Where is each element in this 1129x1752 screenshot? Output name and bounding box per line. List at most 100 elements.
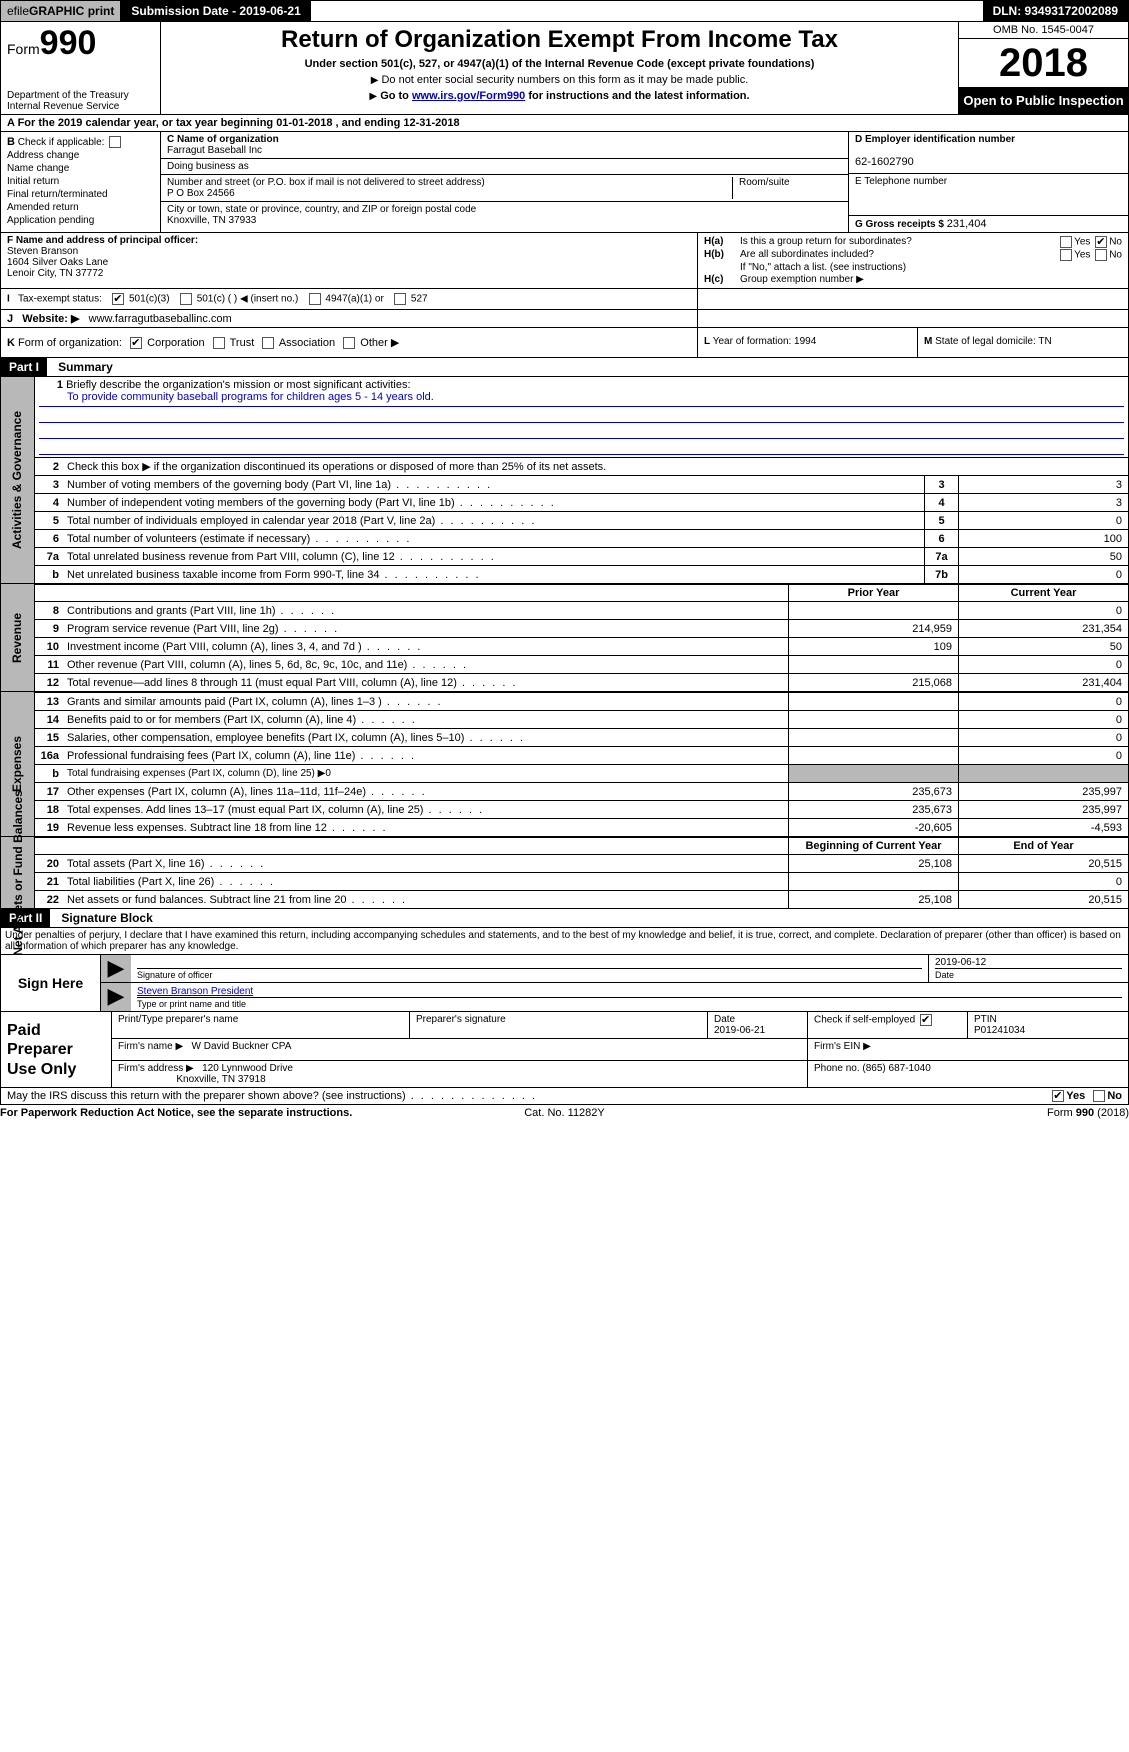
city-label: City or town, state or province, country… — [167, 204, 476, 215]
sign-row-name: ▶ Steven Branson President Type or print… — [101, 983, 1128, 1011]
preparer-row-addr: Firm's address ▶ 120 Lynnwood Drive Knox… — [112, 1061, 1128, 1087]
i-text: Tax-exempt status: — [18, 294, 102, 305]
mission-block: 1 Briefly describe the organization's mi… — [35, 377, 1128, 457]
discuss-no-box[interactable] — [1093, 1090, 1105, 1102]
prior-year-header: Prior Year — [788, 585, 958, 601]
form-header: Form990 Department of the Treasury Inter… — [0, 22, 1129, 115]
signer-name-title[interactable]: Steven Branson President — [137, 986, 253, 997]
side-tab-gov: Activities & Governance — [1, 377, 35, 583]
col-h-group: H(a) Is this a group return for subordin… — [698, 233, 1128, 288]
mission-blank1 — [39, 407, 1124, 423]
footer-right: Form 990 (2018) — [753, 1107, 1129, 1119]
sign-arrow-1: ▶ — [101, 955, 131, 982]
sign-row-sig: ▶ Signature of officer 2019-06-12 Date — [101, 955, 1128, 983]
part1-net: Net Assets or Fund Balances Beginning of… — [0, 837, 1129, 909]
prep-name-hdr: Print/Type preparer's name — [112, 1012, 410, 1038]
dln: DLN: 93493172002089 — [983, 1, 1128, 21]
footer-center: Cat. No. 11282Y — [376, 1107, 752, 1119]
mission-blank3 — [39, 439, 1124, 455]
ha-yes-box[interactable] — [1060, 236, 1072, 248]
form-subtitle: Under section 501(c), 527, or 4947(a)(1)… — [171, 58, 948, 70]
form-of-org: K Form of organization: Corporation Trus… — [1, 328, 698, 357]
m-label: M — [924, 336, 932, 347]
corp-box[interactable] — [130, 337, 142, 349]
l-label: L — [704, 336, 710, 347]
gov-content: 1 Briefly describe the organization's mi… — [35, 377, 1128, 583]
ein-cell: D Employer identification number 62-1602… — [849, 132, 1128, 174]
efile-graphic: GRAPHIC — [29, 4, 84, 18]
note-ssn: ▶ Do not enter social security numbers o… — [171, 74, 948, 86]
rev-col-headers: Prior Year Current Year — [35, 584, 1128, 601]
tax-exempt-status: I Tax-exempt status: 501(c)(3) 501(c) ( … — [1, 289, 698, 309]
irs-link[interactable]: www.irs.gov/Form990 — [412, 90, 525, 102]
website-cell: J Website: ▶ www.farragutbaseballinc.com — [1, 310, 698, 327]
exp-lines-line-b: bTotal fundraising expenses (Part IX, co… — [35, 764, 1128, 782]
row-i: I Tax-exempt status: 501(c)(3) 501(c) ( … — [0, 289, 1129, 310]
officer-city: Lenoir City, TN 37772 — [7, 268, 103, 279]
i-label: I — [7, 294, 10, 305]
opt-name-change: Name change — [7, 163, 154, 174]
discuss-text: May the IRS discuss this return with the… — [7, 1090, 406, 1102]
gross-receipts: 231,404 — [947, 218, 987, 230]
net-col-headers: Beginning of Current Year End of Year — [35, 837, 1128, 854]
b-label: B — [7, 136, 15, 148]
discuss-yes-box[interactable] — [1052, 1090, 1064, 1102]
hb-yes-box[interactable] — [1060, 249, 1072, 261]
assoc-box[interactable] — [262, 337, 274, 349]
street-cell: Number and street (or P.O. box if mail i… — [161, 175, 848, 202]
name-title-label: Type or print name and title — [137, 997, 1122, 1009]
dept-treasury: Department of the Treasury Internal Reve… — [7, 90, 154, 112]
side-tab-net: Net Assets or Fund Balances — [1, 837, 35, 908]
part2-title: Signature Block — [53, 909, 160, 927]
rev-lines-line-10: 10Investment income (Part VIII, column (… — [35, 637, 1128, 655]
header-left: Form990 Department of the Treasury Inter… — [1, 22, 161, 114]
preparer-label: Paid Preparer Use Only — [1, 1012, 111, 1087]
prep-check-cell: Check if self-employed — [808, 1012, 968, 1038]
ha-row: H(a) Is this a group return for subordin… — [704, 236, 1122, 248]
sign-date-label: Date — [935, 968, 1122, 980]
efile-prefix: efile — [7, 4, 29, 18]
opt-amended-return: Amended return — [7, 202, 154, 213]
j-label: J — [7, 313, 13, 325]
ha-no-box[interactable] — [1095, 236, 1107, 248]
check-applicable-box[interactable] — [109, 136, 121, 148]
footer-left: For Paperwork Reduction Act Notice, see … — [0, 1107, 376, 1119]
hb-no-box[interactable] — [1095, 249, 1107, 261]
sig-officer-label: Signature of officer — [137, 968, 922, 980]
m-text: State of legal domicile: TN — [935, 336, 1052, 347]
exp-lines-line-16a: 16aProfessional fundraising fees (Part I… — [35, 746, 1128, 764]
col-deg: D Employer identification number 62-1602… — [848, 132, 1128, 232]
line1-label: Briefly describe the organization's miss… — [66, 379, 410, 391]
exp-lines-line-18: 18Total expenses. Add lines 13–17 (must … — [35, 800, 1128, 818]
4947-box[interactable] — [309, 293, 321, 305]
city-cell: City or town, state or province, country… — [161, 202, 848, 228]
sign-date: 2019-06-12 — [935, 957, 1122, 968]
trust-box[interactable] — [213, 337, 225, 349]
net-content: Beginning of Current Year End of Year 20… — [35, 837, 1128, 908]
prep-sig-hdr: Preparer's signature — [410, 1012, 708, 1038]
dba-cell: Doing business as — [161, 159, 848, 175]
exp-lines-line-17: 17Other expenses (Part IX, column (A), l… — [35, 782, 1128, 800]
opt-final-return: Final return/terminated — [7, 189, 154, 200]
501c-box[interactable] — [180, 293, 192, 305]
527-box[interactable] — [394, 293, 406, 305]
j-text: Website: ▶ — [22, 313, 79, 325]
other-box[interactable] — [343, 337, 355, 349]
form-prefix: Form — [7, 41, 40, 57]
org-name-cell: C Name of organization Farragut Baseball… — [161, 132, 848, 159]
firm-name: W David Buckner CPA — [192, 1041, 292, 1052]
omb-number: OMB No. 1545-0047 — [959, 22, 1128, 39]
gov-line-5: 5Total number of individuals employed in… — [35, 511, 1128, 529]
rev-lines-line-12: 12Total revenue—add lines 8 through 11 (… — [35, 673, 1128, 691]
self-employed-box[interactable] — [920, 1014, 932, 1026]
firm-addr2: Knoxville, TN 37918 — [176, 1074, 265, 1085]
tax-year: 2018 — [959, 39, 1128, 87]
efile-tag: efile GRAPHIC print — [1, 1, 121, 21]
room-suite: Room/suite — [732, 177, 842, 199]
col-b-check-applicable: B Check if applicable: Address change Na… — [1, 132, 161, 232]
501c3-box[interactable] — [112, 293, 124, 305]
city-value: Knoxville, TN 37933 — [167, 215, 256, 226]
preparer-row-header: Print/Type preparer's name Preparer's si… — [112, 1012, 1128, 1039]
part1-rev: Revenue Prior Year Current Year 8Contrib… — [0, 584, 1129, 692]
g-label: G Gross receipts $ — [855, 219, 944, 230]
